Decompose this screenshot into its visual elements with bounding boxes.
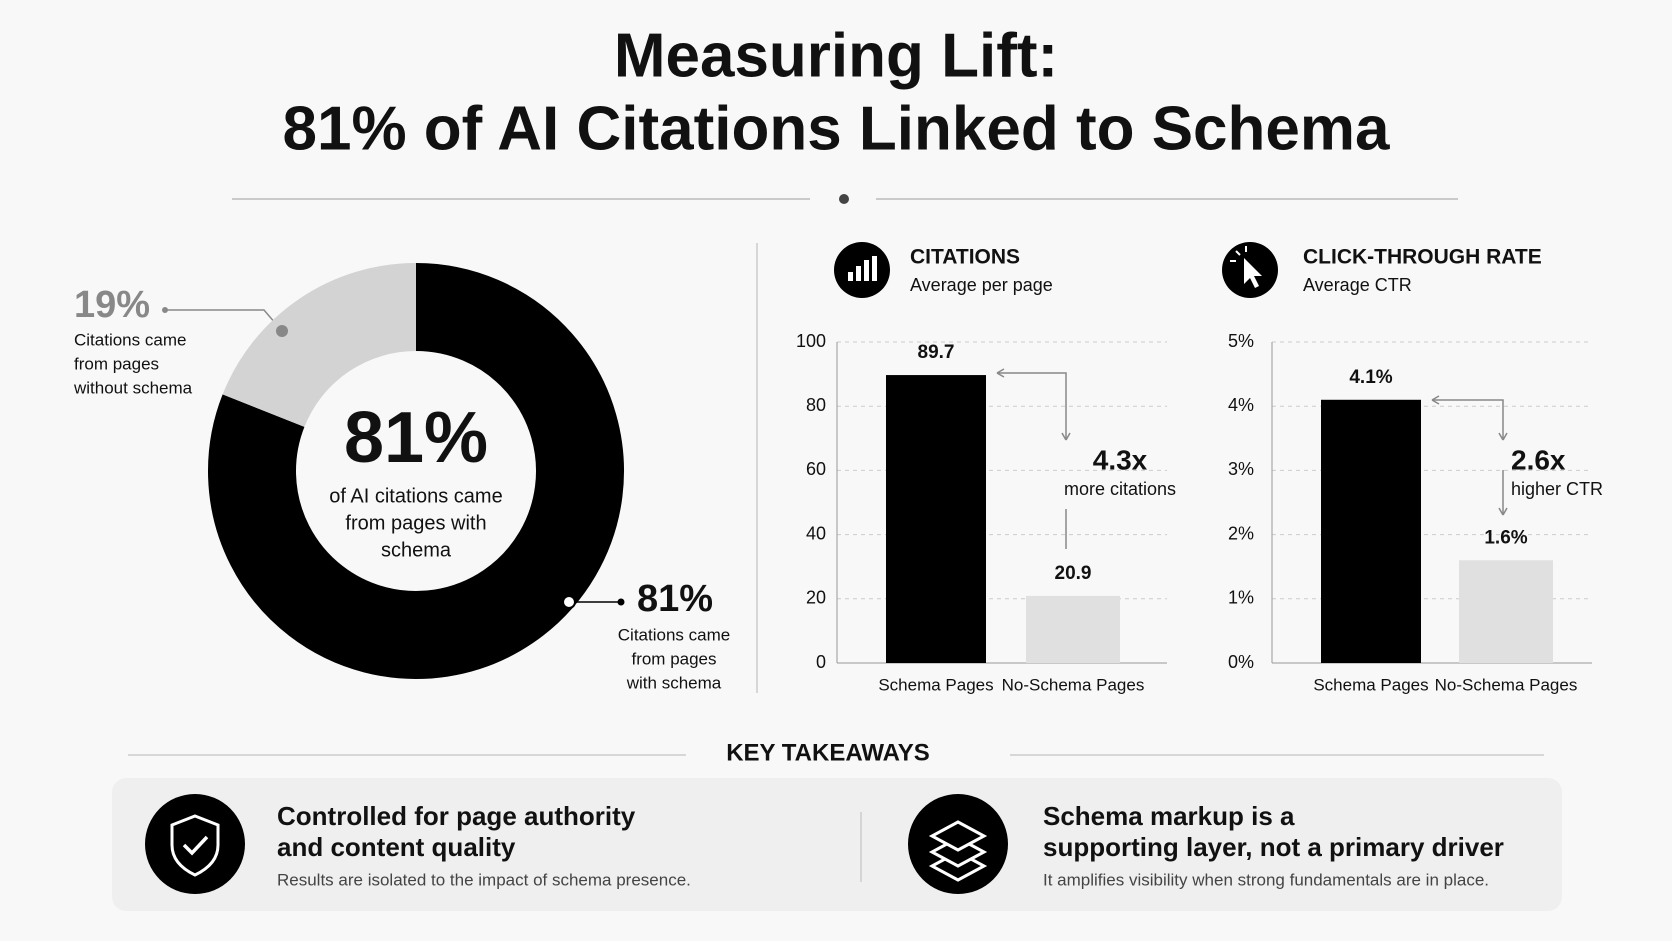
value-label: 1.6%: [1484, 527, 1527, 548]
bar: [1321, 399, 1421, 663]
donut-slice: [208, 263, 624, 679]
y-tick-label: 2%: [1228, 523, 1254, 543]
chart-subtitle: Average CTR: [1303, 275, 1412, 295]
x-tick-label: Schema Pages: [878, 675, 993, 694]
y-tick-label: 3%: [1228, 459, 1254, 479]
slice-value-label: 81%: [637, 578, 713, 620]
y-tick-label: 0%: [1228, 652, 1254, 672]
shield-icon: [145, 794, 245, 894]
layers-icon: [908, 794, 1008, 894]
slice-label: Citations came: [74, 330, 186, 349]
donut-slice: [222, 263, 418, 428]
center-text: from pages with: [345, 512, 486, 534]
y-tick-label: 20: [806, 588, 826, 608]
slice-label: with schema: [626, 673, 722, 692]
slice-label: from pages: [631, 649, 716, 668]
annotation: 4.3x: [1093, 444, 1148, 475]
takeaway-title: Schema markup is a: [1043, 801, 1295, 831]
y-tick-label: 1%: [1228, 588, 1254, 608]
y-tick-label: 100: [796, 331, 826, 351]
value-label: 20.9: [1055, 563, 1092, 584]
bar: [1026, 595, 1120, 663]
title: Measuring Lift:: [614, 21, 1058, 90]
center-text: schema: [381, 539, 452, 561]
citations-icon: [834, 242, 890, 298]
title: 81% of AI Citations Linked to Schema: [282, 94, 1390, 163]
slice-label: Citations came: [618, 625, 730, 644]
takeaways-panel: [112, 778, 1562, 911]
y-tick-label: 80: [806, 395, 826, 415]
slice-value-label: 19%: [74, 284, 150, 326]
takeaway-title: and content quality: [277, 832, 516, 862]
chart-title: CITATIONS: [910, 246, 1020, 269]
slice-label: from pages: [74, 354, 159, 373]
annotation-arrow: [996, 368, 1508, 549]
leader-dot: [162, 307, 168, 313]
annotation: 2.6x: [1511, 444, 1566, 475]
takeaway-text: Results are isolated to the impact of sc…: [277, 870, 691, 889]
takeaway-title: supporting layer, not a primary driver: [1043, 832, 1504, 862]
x-tick-label: Schema Pages: [1313, 675, 1428, 694]
slice-label: without schema: [73, 378, 193, 397]
center-text: of AI citations came: [329, 485, 502, 507]
chart-subtitle: Average per page: [910, 275, 1053, 295]
y-tick-label: 0: [816, 652, 826, 672]
value-label: 4.1%: [1349, 367, 1392, 388]
section-heading: KEY TAKEAWAYS: [726, 739, 930, 766]
center-value: 81%: [344, 398, 488, 478]
x-tick-label: No-Schema Pages: [1002, 675, 1145, 694]
ctr-icon: [1222, 242, 1278, 298]
value-label: 89.7: [918, 342, 955, 363]
chart-title: CLICK-THROUGH RATE: [1303, 246, 1542, 269]
y-tick-label: 40: [806, 523, 826, 543]
leader-dot: [562, 595, 576, 609]
takeaway-text: It amplifies visibility when strong fund…: [1043, 870, 1489, 889]
x-tick-label: No-Schema Pages: [1435, 675, 1578, 694]
leader-dot: [276, 325, 288, 337]
takeaway-title: Controlled for page authority: [277, 801, 636, 831]
annotation-note: higher CTR: [1511, 479, 1603, 499]
y-tick-label: 60: [806, 459, 826, 479]
divider-dot: [839, 194, 849, 204]
annotation-note: more citations: [1064, 479, 1176, 499]
leader-dot: [617, 598, 625, 606]
y-tick-label: 5%: [1228, 331, 1254, 351]
bar: [886, 375, 986, 663]
y-tick-label: 4%: [1228, 395, 1254, 415]
bar: [1459, 560, 1553, 663]
